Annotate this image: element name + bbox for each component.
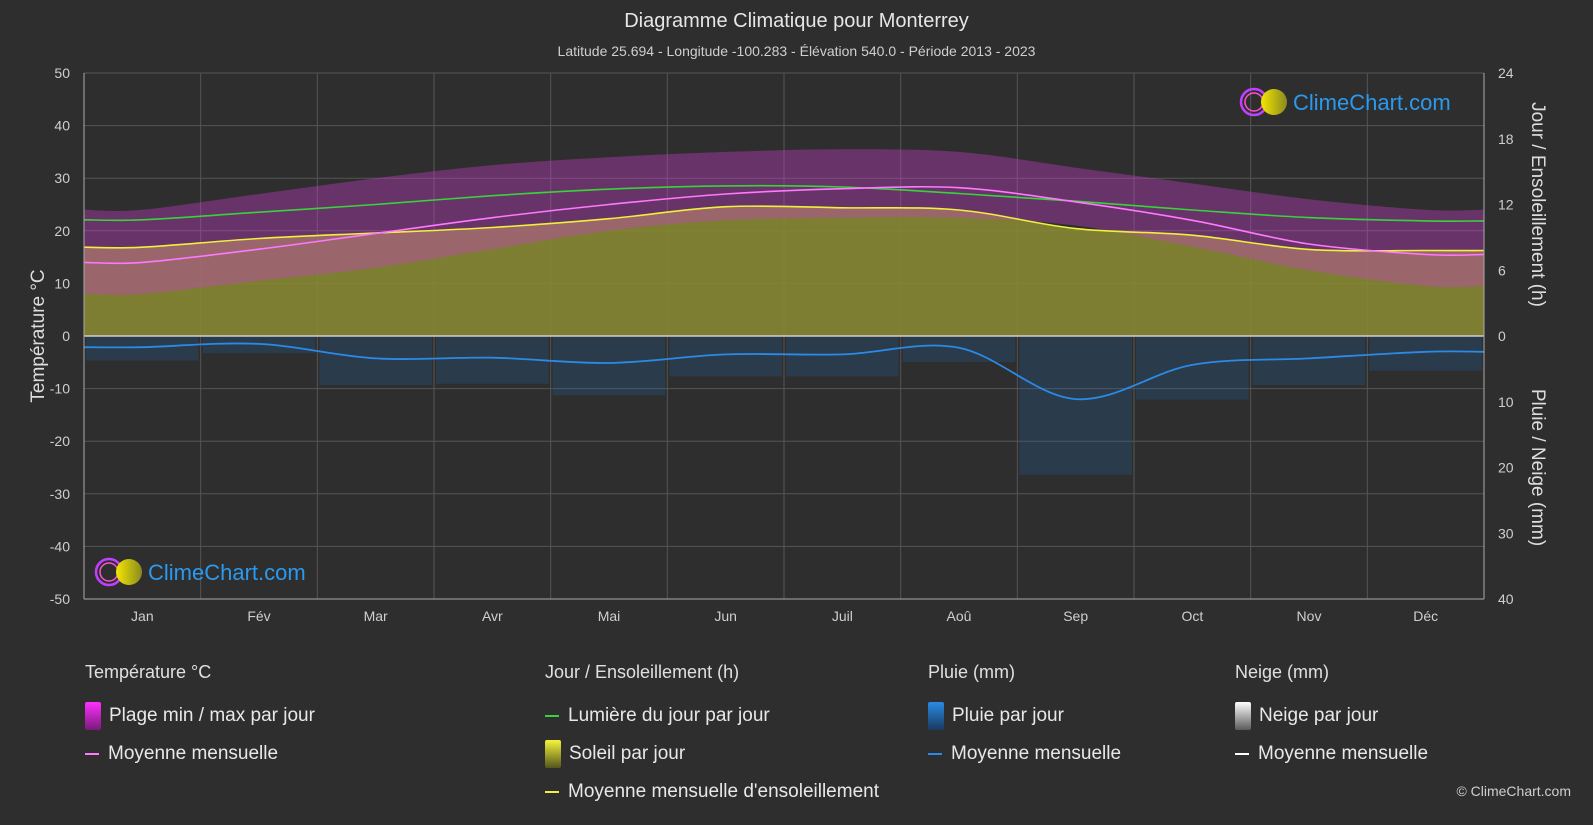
logo-text: ClimeChart.com [148, 560, 306, 585]
y-left-tick-label: 40 [54, 118, 70, 134]
legend-daylight-label: Lumière du jour par jour [568, 705, 770, 726]
y-right-mm-tick-label: 40 [1498, 591, 1514, 607]
y-right-mm-tick-label: 20 [1498, 460, 1514, 476]
legend-temperature: Température °C Plage min / max par jour … [85, 662, 315, 773]
legend-sunshine: Soleil par jour [545, 735, 879, 773]
legend-temp-mean: Moyenne mensuelle [85, 735, 315, 773]
legend-sunshine-label: Soleil par jour [569, 743, 686, 764]
temperature-range-band [84, 149, 1484, 295]
legend-daylight: Lumière du jour par jour [545, 697, 879, 735]
y-left-tick-label: -10 [50, 381, 70, 397]
legend-rain-daily: Pluie par jour [928, 697, 1121, 735]
logo-sun-icon [1261, 89, 1287, 115]
legend-snow-daily: Neige par jour [1235, 697, 1428, 735]
sunshine-swatch [545, 740, 561, 768]
rain-bar [319, 336, 432, 386]
rain-mean-line [83, 342, 1485, 401]
rain-swatch [928, 702, 944, 730]
y-left-tick-label: -50 [50, 591, 70, 607]
y-left-tick-label: 30 [54, 170, 70, 186]
temp-mean-swatch [85, 753, 99, 755]
daylight-line [83, 184, 1485, 222]
y-right-mm-tick-label: 30 [1498, 525, 1514, 541]
y-right-hours-tick-label: 12 [1498, 197, 1514, 213]
x-tick-label: Aoû [947, 608, 972, 624]
x-tick-label: Nov [1297, 608, 1322, 624]
logo-text: ClimeChart.com [1293, 90, 1451, 115]
legend-sunshine-mean: Moyenne mensuelle d'ensoleillement [545, 773, 879, 811]
legend-snow-daily-label: Neige par jour [1259, 705, 1379, 726]
rain-bar [86, 336, 199, 361]
legend-rain: Pluie (mm) Pluie par jour Moyenne mensue… [928, 662, 1121, 773]
x-tick-label: Mar [364, 608, 388, 624]
snow-mean-swatch [1235, 753, 1249, 755]
y-right-mm-tick-label: 10 [1498, 394, 1514, 410]
sunshine-mean-line [83, 205, 1485, 252]
rain-bar [1136, 336, 1249, 400]
y-right-hours-tick-label: 18 [1498, 131, 1514, 147]
y-right-bottom-title: Pluie / Neige (mm) [1527, 389, 1548, 546]
y-right-top-title: Jour / Ensoleillement (h) [1527, 102, 1548, 307]
chart-title: Diagramme Climatique pour Monterrey [624, 10, 969, 32]
legend-snow-mean-label: Moyenne mensuelle [1258, 743, 1429, 764]
y-right-hours-tick-label: 0 [1498, 328, 1506, 344]
x-tick-label: Sep [1063, 608, 1088, 624]
legend-rain-daily-label: Pluie par jour [952, 705, 1064, 726]
legend-sun: Jour / Ensoleillement (h) Lumière du jou… [545, 662, 879, 811]
rain-mean-swatch [928, 753, 942, 755]
x-tick-label: Oct [1181, 608, 1203, 624]
logo-bottom-left: ClimeChart.com [94, 557, 306, 587]
sunshine-mean-swatch [545, 791, 559, 793]
legend-temp-range-label: Plage min / max par jour [109, 705, 315, 726]
y-left-tick-label: 50 [54, 65, 70, 81]
daylight-swatch [545, 715, 559, 717]
y-right-hours-tick-label: 24 [1498, 65, 1514, 81]
x-tick-label: Jun [714, 608, 737, 624]
logo-top-right: ClimeChart.com [1239, 87, 1451, 117]
logo-inner-ring-icon [99, 562, 119, 582]
y-left-title: Température °C [28, 269, 49, 402]
y-left-tick-label: -40 [50, 538, 70, 554]
logo-sun-icon [116, 559, 142, 585]
sunshine-area [84, 206, 1484, 336]
legend-snow: Neige (mm) Neige par jour Moyenne mensue… [1235, 662, 1428, 773]
x-tick-label: Juil [832, 608, 853, 624]
legend-rain-mean: Moyenne mensuelle [928, 735, 1121, 773]
y-left-tick-label: -30 [50, 486, 70, 502]
rain-bar [669, 336, 782, 377]
x-tick-label: Déc [1413, 608, 1438, 624]
legend-sun-heading: Jour / Ensoleillement (h) [545, 662, 740, 682]
temperature-mean-line [83, 185, 1485, 265]
rain-bar [552, 336, 666, 396]
x-tick-label: Avr [482, 608, 503, 624]
y-left-tick-label: -20 [50, 433, 70, 449]
rain-bar [1252, 336, 1366, 386]
legend-sunshine-mean-label: Moyenne mensuelle d'ensoleillement [568, 781, 879, 802]
y-right-hours-tick-label: 6 [1498, 262, 1506, 278]
x-tick-label: Mai [598, 608, 621, 624]
legend-rain-heading: Pluie (mm) [928, 662, 1016, 682]
rain-bar [786, 336, 899, 377]
y-left-tick-label: 0 [62, 328, 70, 344]
rain-bar [1019, 336, 1132, 475]
x-tick-label: Jan [131, 608, 154, 624]
y-left-tick-label: 20 [54, 223, 70, 239]
rain-bar [902, 336, 1016, 363]
y-left-tick-label: 10 [54, 275, 70, 291]
legend-snow-heading: Neige (mm) [1235, 662, 1330, 682]
legend-snow-mean: Moyenne mensuelle [1235, 735, 1428, 773]
copyright: © ClimeChart.com [1456, 783, 1571, 799]
x-tick-label: Fév [247, 608, 270, 624]
legend-temp-mean-label: Moyenne mensuelle [108, 743, 279, 764]
chart-subtitle: Latitude 25.694 - Longitude -100.283 - É… [557, 43, 1036, 59]
temp-range-swatch [85, 702, 101, 730]
legend-rain-mean-label: Moyenne mensuelle [951, 743, 1122, 764]
snow-swatch [1235, 702, 1251, 730]
legend-temperature-heading: Température °C [85, 662, 212, 682]
legend-temp-range: Plage min / max par jour [85, 697, 315, 735]
logo-inner-ring-icon [1244, 92, 1264, 112]
